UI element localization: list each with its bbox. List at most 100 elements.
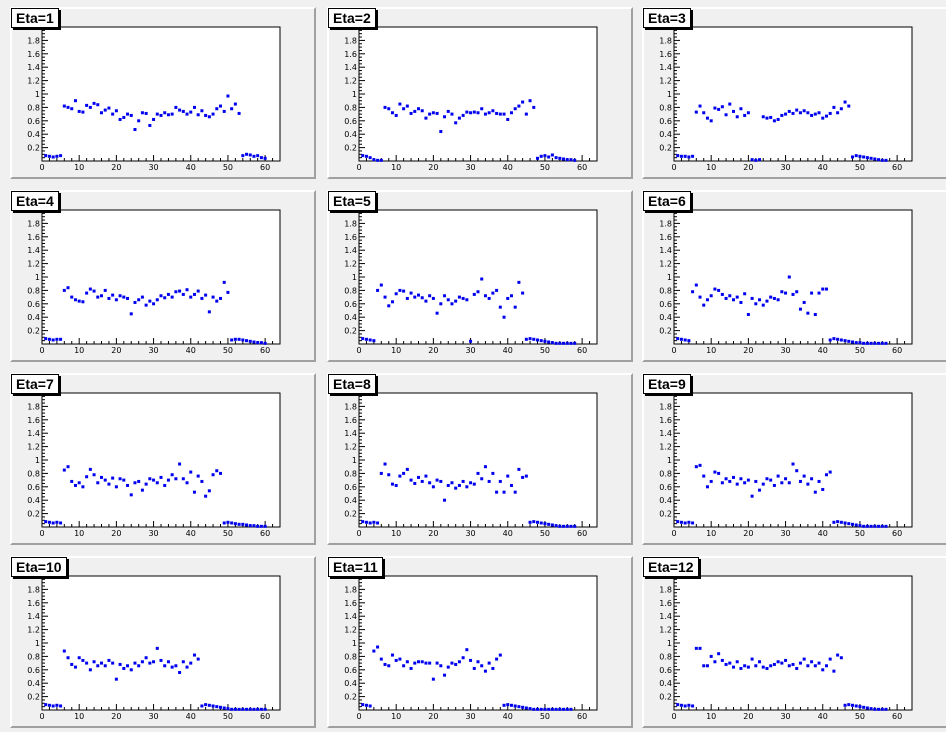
data-point [368,521,372,525]
data-point [237,707,241,711]
pad-eta-3[interactable]: 0.2 0.4 0.6 0.8 1 1.2 1.4 1.6 1.8 0 10 20 30 40 50 60 Et… [642,7,946,179]
pad-eta-2[interactable]: 0.2 0.4 0.6 0.8 1 1.2 1.4 1.6 1.8 0 10 20 30 40 50 60 Et… [327,7,633,179]
data-point [129,312,133,316]
data-point [435,478,439,482]
data-point [454,486,458,490]
data-point [717,107,721,111]
data-point [420,296,424,300]
x-tick-label: 40 [503,712,513,721]
data-point [77,481,81,485]
y-tick-label: 1.8 [659,36,672,45]
data-point [129,668,133,672]
y-tick-label: 0.8 [344,103,357,112]
data-point [832,337,836,341]
data-point [126,664,130,668]
y-tick-label: 0.4 [344,496,357,505]
data-point [828,657,832,661]
data-point [717,652,721,656]
data-point [73,99,77,103]
x-tick-label: 60 [892,529,902,538]
pad-eta-12[interactable]: 0.2 0.4 0.6 0.8 1 1.2 1.4 1.6 1.8 0 10 20 30 40 50 60 Et… [642,556,946,728]
data-point [62,649,66,653]
x-tick-label: 20 [743,529,753,538]
x-tick-label: 30 [465,529,475,538]
data-point [185,481,189,485]
data-point [361,337,365,341]
data-point [73,298,77,302]
data-point [483,465,487,469]
data-point [728,294,732,298]
data-point [569,158,573,162]
x-tick-label: 50 [855,346,865,355]
pad-eta-8[interactable]: 0.2 0.4 0.6 0.8 1 1.2 1.4 1.6 1.8 0 10 20 30 40 50 60 Et… [327,373,633,545]
pad-eta-7[interactable]: 0.2 0.4 0.6 0.8 1 1.2 1.4 1.6 1.8 0 10 20 30 40 50 60 Et… [10,373,316,545]
data-point [196,289,200,293]
data-point [457,295,461,299]
x-tick-label: 50 [855,529,865,538]
pad-eta-11[interactable]: 0.2 0.4 0.6 0.8 1 1.2 1.4 1.6 1.8 0 10 20 30 40 50 60 Et… [327,556,633,728]
data-point [795,666,799,670]
data-point [245,707,249,711]
x-tick-label: 40 [818,529,828,538]
y-tick-label: 0.8 [659,103,672,112]
data-point [828,470,832,474]
data-point [252,340,256,344]
data-point [230,707,234,711]
data-point [476,290,480,294]
data-point [506,117,510,121]
data-point [196,113,200,117]
data-point [528,337,532,341]
plot-frame [41,392,281,528]
data-point [107,658,111,662]
data-point [431,111,435,115]
data-point [754,158,758,162]
data-point [103,664,107,668]
data-point [547,155,551,159]
data-point [372,339,376,343]
data-point [776,660,780,664]
data-point [47,337,51,341]
y-tick-label: 0.4 [344,679,357,688]
data-point [765,116,769,120]
data-point [376,288,380,292]
data-point [144,656,148,660]
data-point [843,339,847,343]
pad-eta-4[interactable]: 0.2 0.4 0.6 0.8 1 1.2 1.4 1.6 1.8 0 10 20 30 40 50 60 Et… [10,190,316,362]
y-tick-label: 0.2 [659,327,672,336]
y-tick-label: 1.6 [344,599,357,608]
data-point [513,704,517,708]
data-point [483,669,487,673]
data-point [428,661,432,665]
data-point [248,707,252,711]
data-point [383,295,387,299]
data-point [543,154,547,158]
x-tick-label: 50 [855,163,865,172]
y-tick-label: 0.8 [344,286,357,295]
data-point [148,477,152,481]
pad-eta-6[interactable]: 0.2 0.4 0.6 0.8 1 1.2 1.4 1.6 1.8 0 10 20 30 40 50 60 Et… [642,190,946,362]
data-point [754,479,758,483]
data-point [717,471,721,475]
data-point [185,112,189,116]
data-point [562,524,566,528]
pad-eta-5[interactable]: 0.2 0.4 0.6 0.8 1 1.2 1.4 1.6 1.8 0 10 20 30 40 50 60 Et… [327,190,633,362]
data-point [536,338,539,342]
data-point [554,707,558,711]
pad-eta-1[interactable]: 0.2 0.4 0.6 0.8 1 1.2 1.4 1.6 1.8 0 10 20 30 40 50 60 Et… [10,7,316,179]
data-point [144,111,148,115]
data-point [118,477,122,481]
data-point [96,664,100,668]
y-tick-label: 1.4 [659,612,672,621]
data-point [111,476,115,480]
data-point [743,113,747,117]
data-point [761,303,765,307]
pad-eta-9[interactable]: 0.2 0.4 0.6 0.8 1 1.2 1.4 1.6 1.8 0 10 20 30 40 50 60 Et… [642,373,946,545]
pad-eta-10[interactable]: 0.2 0.4 0.6 0.8 1 1.2 1.4 1.6 1.8 0 10 20 30 40 50 60 Et… [10,556,316,728]
data-point [252,707,256,711]
x-tick-label: 30 [465,346,475,355]
data-point [679,154,683,158]
data-point [59,154,63,158]
data-point [148,123,152,127]
data-point [446,483,450,487]
data-point [126,296,130,300]
